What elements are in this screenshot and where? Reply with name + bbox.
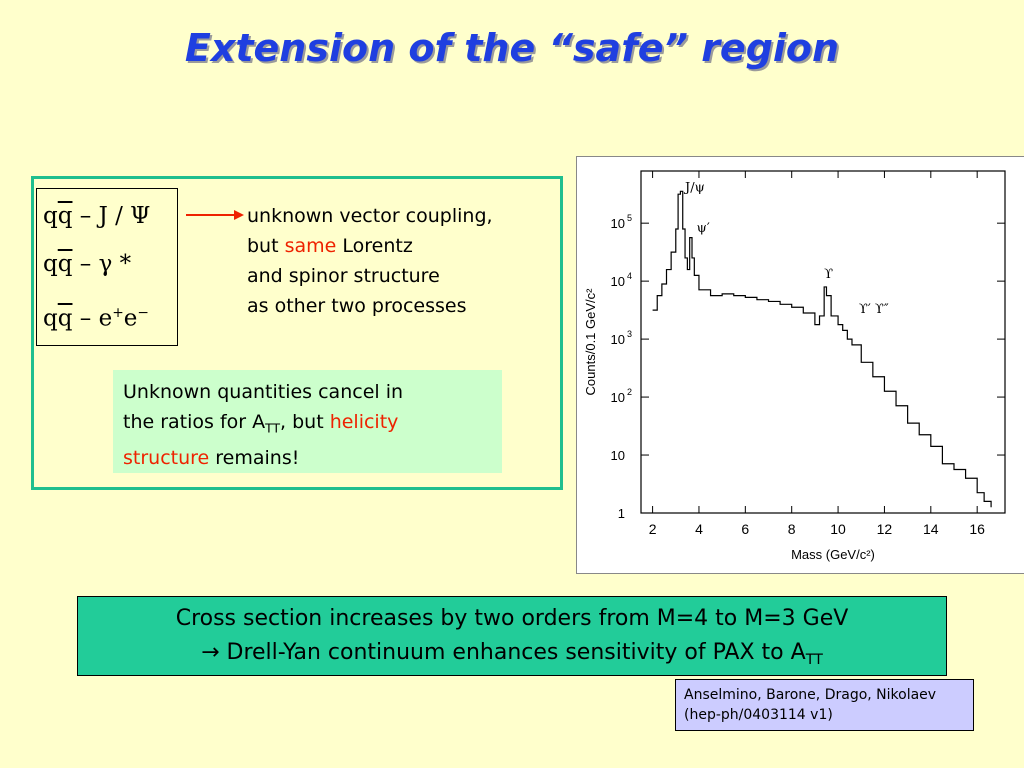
y-axis-label: Counts/0.1 GeV/c² — [583, 288, 598, 396]
vector-coupling-text: unknown vector coupling, but same Lorent… — [247, 201, 493, 321]
formula-q: q — [43, 203, 58, 229]
y-tick-exponent: 2 — [627, 387, 632, 397]
conclusion-line-2-text: Drell-Yan continuum enhances sensitivity… — [219, 640, 806, 665]
vector-line-4: as other two processes — [247, 295, 467, 317]
cancel-line-2: the ratios for ATT, but helicity — [123, 407, 492, 443]
x-tick-label: 12 — [877, 521, 893, 537]
vector-line-2-b: Lorentz — [336, 235, 413, 257]
y-tick-label: 1 — [618, 506, 625, 521]
peak-label: ϒ′ ϒ″ — [859, 302, 889, 317]
formula-jpsi: qq – J / Ψ — [43, 203, 150, 229]
x-tick-label: 4 — [695, 521, 703, 537]
vector-line-3: and spinor structure — [247, 265, 440, 287]
cancel-line-3-red: structure — [123, 447, 210, 470]
formula-rest: e — [123, 305, 138, 332]
cancel-line-2-sub: TT — [265, 421, 281, 436]
spectrum-line — [652, 190, 992, 508]
cancel-line-2-red: helicity — [329, 411, 399, 433]
peak-label: ϒ — [824, 267, 833, 282]
reference-arxiv: (hep-ph/0403114 v1) — [684, 707, 833, 723]
x-tick-label: 14 — [923, 521, 939, 537]
x-tick-label: 16 — [969, 521, 985, 537]
mass-spectrum-plot: 2 4 6 8 10 12 14 16 1 10 10 2 10 3 10 4 10 5 Mass (GeV/c²)… — [576, 156, 1024, 574]
cancel-line-1: Unknown quantities cancel in — [123, 381, 404, 403]
vector-line-1: unknown vector coupling, — [247, 205, 493, 227]
plot-area — [640, 170, 1006, 514]
vector-line-2-a: but — [247, 235, 285, 257]
y-tick-label: 10 — [611, 448, 625, 463]
vector-line-2: but same Lorentz — [247, 231, 493, 261]
x-tick-label: 6 — [741, 521, 749, 537]
conclusion-line-2: → Drell-Yan continuum enhances sensitivi… — [78, 636, 946, 677]
cancel-note: Unknown quantities cancel in the ratios … — [113, 370, 502, 473]
formula-q: q — [43, 305, 58, 332]
peak-label: J/ψ — [683, 180, 705, 195]
y-tick-exponent: 5 — [627, 213, 632, 223]
y-tick-label: 10 — [611, 390, 625, 405]
cancel-line-3: structure remains! — [123, 443, 492, 473]
formula-qbar: q — [57, 251, 73, 277]
y-tick-label: 10 — [611, 274, 625, 289]
formula-rest: – e — [72, 305, 113, 332]
formula-rest: – J / Ψ — [72, 203, 151, 229]
formula-q: q — [43, 251, 58, 277]
y-tick-exponent: 4 — [627, 271, 632, 281]
formula-sup: + — [112, 305, 124, 321]
reference-authors: Anselmino, Barone, Drago, Nikolaev — [684, 687, 937, 703]
x-tick-label: 2 — [649, 521, 657, 537]
y-tick-exponent: 3 — [627, 329, 632, 339]
formula-qbar: q — [57, 305, 73, 332]
process-formulas: qq – J / Ψ qq – γ * qq – e+e− — [36, 188, 178, 346]
conclusion-box: Cross section increases by two orders fr… — [77, 596, 947, 676]
cancel-line-2-b: , but — [280, 411, 330, 433]
y-tick-label: 10 — [611, 216, 625, 231]
conclusion-line-1: Cross section increases by two orders fr… — [175, 606, 849, 631]
y-tick-label: 10 — [611, 332, 625, 347]
formula-rest: – γ * — [72, 251, 132, 277]
x-axis-label: Mass (GeV/c²) — [791, 547, 875, 562]
vector-line-2-red: same — [284, 235, 337, 257]
formula-gamma: qq – γ * — [43, 251, 131, 277]
formula-qbar: q — [57, 203, 73, 229]
cancel-line-2-a: the ratios for A — [123, 411, 266, 433]
conclusion-line-2-sub: TT — [805, 652, 823, 668]
x-tick-label: 10 — [830, 521, 846, 537]
reference-box: Anselmino, Barone, Drago, Nikolaev (hep-… — [675, 679, 974, 731]
slide-title: Extension of the “safe” region — [184, 26, 840, 70]
conclusion-arrow-icon: → — [201, 640, 220, 665]
formula-sup: − — [137, 305, 149, 321]
content-frame — [31, 176, 563, 490]
cancel-line-3-b: remains! — [209, 447, 300, 470]
arrow-right-icon — [186, 210, 244, 220]
formula-ee: qq – e+e− — [43, 305, 149, 331]
x-tick-label: 8 — [788, 521, 796, 537]
peak-label: ψ′ — [697, 221, 710, 236]
